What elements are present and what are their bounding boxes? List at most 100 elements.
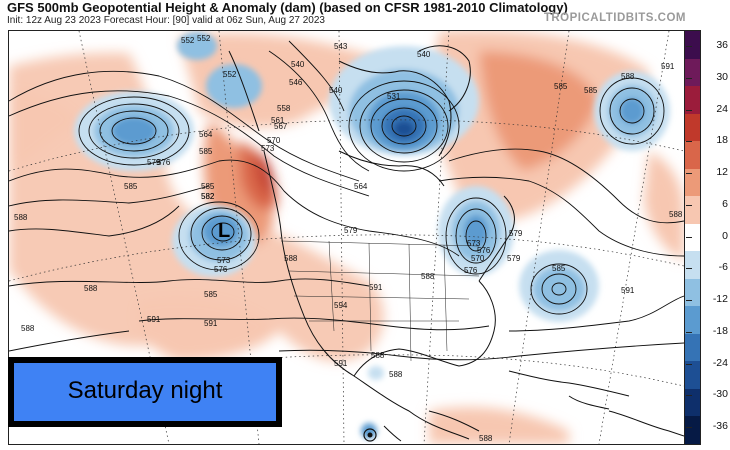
low-pressure-label: L — [218, 220, 230, 242]
contour-labels: 552 552 540 546 531 540 540 543 558 561 … — [14, 34, 683, 443]
contour-label: 546 — [289, 78, 303, 87]
contour-label: 552 — [181, 36, 195, 45]
colorbar-segment — [685, 141, 700, 170]
contour-label: 588 — [371, 351, 385, 360]
contour-label: 591 — [147, 315, 161, 324]
contour-label: 588 — [421, 272, 435, 281]
colorbar-tick — [686, 173, 692, 174]
forecast-valid-time: Init: 12z Aug 23 2023 Forecast Hour: [90… — [7, 15, 325, 26]
contour-label: 543 — [334, 42, 348, 51]
contour-label: 540 — [417, 50, 431, 59]
contour-label: 561 — [271, 116, 285, 125]
coastlines — [228, 45, 684, 442]
contour-label: 570 — [267, 136, 281, 145]
map-title: GFS 500mb Geopotential Height & Anomaly … — [7, 0, 568, 15]
map-header: GFS 500mb Geopotential Height & Anomaly … — [0, 0, 730, 28]
contour-label: 591 — [204, 319, 218, 328]
colorbar-tick — [686, 300, 692, 301]
contour-label: 585 — [204, 290, 218, 299]
colorbar-tick — [686, 109, 692, 111]
colorbar-segment — [685, 333, 700, 362]
contour-label: 564 — [199, 130, 213, 139]
contour-label: 582 — [201, 192, 215, 201]
contour-label: 579 — [509, 229, 523, 238]
contour-label: 582 — [201, 192, 215, 201]
contour-label: 567 — [274, 122, 288, 131]
contour-label: 588 — [21, 324, 35, 333]
contour-label: 576 — [214, 265, 228, 274]
colorbar-tick — [686, 363, 692, 365]
colorbar-segment — [685, 31, 700, 60]
colorbar-label: 36 — [716, 39, 728, 51]
colorbar-segment — [685, 306, 700, 335]
contour-label: 540 — [291, 60, 305, 69]
colorbar-segment — [685, 113, 700, 142]
contour-label: 594 — [334, 301, 348, 310]
colorbar-label: 0 — [722, 229, 728, 242]
time-label-box: Saturday night — [8, 357, 282, 427]
anomaly-colorbar — [684, 30, 701, 445]
contour-label: 585 — [201, 182, 215, 191]
colorbar-segment — [685, 278, 700, 307]
contour-label: 564 — [354, 182, 368, 191]
contour-label: 585 — [124, 182, 138, 191]
colorbar-segment — [685, 251, 700, 280]
contour-label: 573 — [467, 239, 481, 248]
colorbar-segment — [685, 388, 700, 417]
contour-label: 588 — [621, 72, 635, 81]
contour-label: 588 — [14, 213, 28, 222]
site-brand[interactable]: TROPICALTIDBITS.COM — [543, 12, 686, 24]
low-pressure-marker: L — [218, 220, 230, 242]
colorbar-label: 18 — [716, 134, 728, 147]
colorbar-segment — [685, 196, 700, 225]
colorbar-label: 12 — [716, 166, 728, 178]
contour-label: 588 — [389, 370, 403, 379]
colorbar-tick — [686, 204, 692, 206]
contour-label: 585 — [552, 264, 566, 273]
colorbar-label: -24 — [712, 356, 728, 369]
contour-label: 585 — [584, 86, 598, 95]
map-canvas: 552 552 540 546 531 540 540 543 558 561 … — [9, 31, 684, 444]
contour-label: 585 — [554, 82, 568, 91]
contour-label: 588 — [669, 210, 683, 219]
negative-anomaly-shading — [74, 32, 670, 439]
colorbar-label: -18 — [712, 324, 728, 337]
colorbar-tick — [686, 268, 692, 270]
contour-label: 576 — [464, 266, 478, 275]
colorbar-label: 30 — [716, 70, 728, 83]
colorbar-segment — [685, 168, 700, 197]
colorbar-label: -30 — [712, 388, 728, 401]
state-borders — [280, 240, 480, 362]
contour-label: 588 — [284, 254, 298, 263]
contour-label: 558 — [277, 104, 291, 113]
colorbar-label: 24 — [716, 102, 728, 115]
contour-label: 591 — [661, 62, 675, 71]
contour-label: 585 — [199, 147, 213, 156]
colorbar-label: 6 — [722, 197, 728, 210]
contour-label: 591 — [369, 283, 383, 292]
contour-label: 579 — [344, 226, 358, 235]
storm-symbol — [363, 428, 377, 442]
colorbar-tick — [686, 77, 692, 79]
contour-label: 573 — [261, 144, 275, 153]
colorbar-label: -12 — [712, 293, 728, 305]
colorbar-tick — [686, 331, 692, 333]
contour-label: 531 — [387, 92, 401, 101]
contour-label: 540 — [329, 86, 343, 95]
contour-label: 552 — [197, 34, 211, 43]
colorbar-tick — [686, 46, 692, 47]
colorbar-tick — [686, 236, 692, 238]
colorbar-tick — [686, 427, 692, 428]
contour-label: 588 — [479, 434, 493, 443]
colorbar-segment — [685, 223, 700, 252]
colorbar-segment — [685, 58, 700, 87]
weather-map: 552 552 540 546 531 540 540 543 558 561 … — [8, 30, 685, 445]
contour-label: 591 — [334, 359, 348, 368]
colorbar-segment — [685, 361, 700, 390]
colorbar-label: -6 — [718, 261, 728, 274]
time-label-text: Saturday night — [67, 377, 223, 404]
contour-label: 576 — [477, 246, 491, 255]
contour-label: 576 — [157, 158, 171, 167]
colorbar-segment — [685, 416, 700, 445]
colorbar-tick — [686, 141, 692, 143]
